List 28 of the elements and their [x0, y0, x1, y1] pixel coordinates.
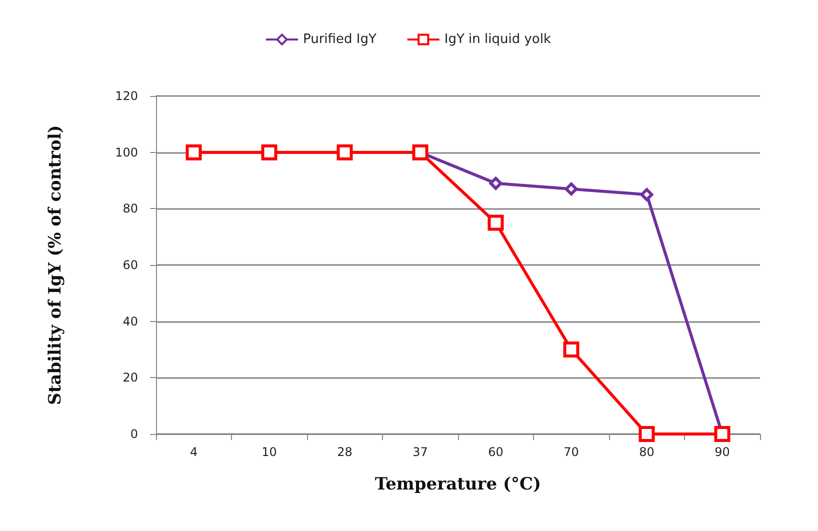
x-tick-label: 28 [337, 445, 352, 459]
y-tick-label: 100 [115, 145, 138, 160]
point [488, 214, 504, 231]
x-axis-title: Temperature (°C) [374, 474, 542, 494]
point [336, 144, 353, 160]
x-tick-label: 90 [714, 445, 730, 459]
x-tick-label: 60 [488, 445, 504, 459]
y-tick-label: 80 [122, 202, 138, 216]
point [563, 342, 580, 358]
x-tick-label: 37 [412, 445, 428, 459]
point [640, 188, 654, 202]
point [564, 182, 578, 196]
point [638, 426, 655, 442]
y-tick-label: 40 [122, 314, 138, 328]
point [186, 144, 202, 160]
point [489, 176, 502, 190]
legend-label: IgY in liquid yolk [444, 32, 552, 47]
x-tick-label: 70 [564, 445, 579, 459]
point [261, 144, 278, 160]
y-tick-label: 120 [115, 89, 138, 103]
x-tick-label: 10 [262, 445, 277, 459]
y-tick-label: 0 [130, 427, 138, 441]
y-axis-title: Stability of IgY (% of control) [46, 125, 66, 405]
y-tick-label: 60 [122, 258, 138, 272]
y-tick-label: 20 [122, 370, 138, 385]
legend-label: Purified IgY [302, 32, 376, 47]
x-tick-label: 80 [639, 445, 654, 459]
x-tick-label: 4 [190, 445, 198, 459]
